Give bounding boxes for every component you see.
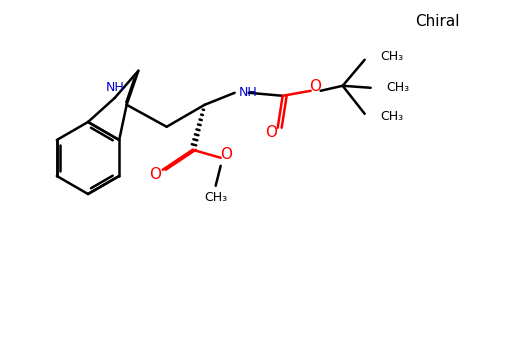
Text: O: O	[309, 79, 321, 94]
Text: CH₃: CH₃	[380, 50, 404, 63]
Text: O: O	[265, 125, 276, 140]
Text: O: O	[148, 167, 161, 182]
Text: NH: NH	[105, 81, 124, 95]
Text: CH₃: CH₃	[380, 110, 404, 123]
Text: O: O	[220, 147, 231, 162]
Text: CH₃: CH₃	[204, 191, 227, 204]
Text: NH: NH	[239, 86, 258, 99]
Text: Chiral: Chiral	[415, 15, 459, 30]
Text: CH₃: CH₃	[387, 81, 410, 94]
